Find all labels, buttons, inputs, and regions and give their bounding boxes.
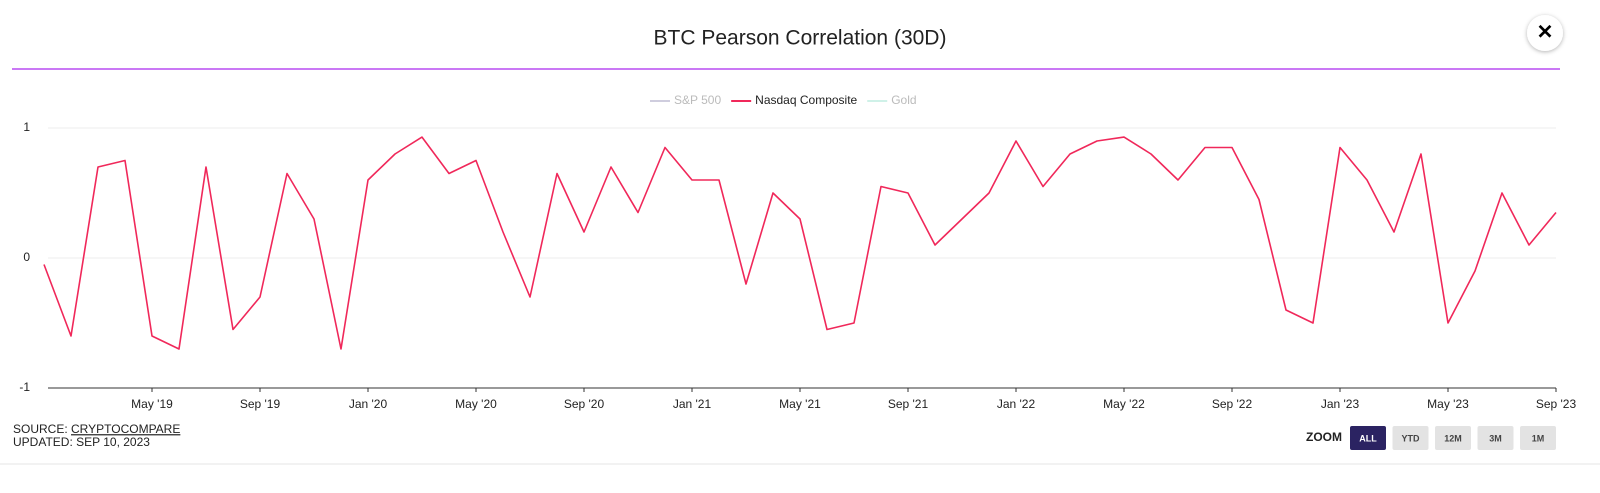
zoom-button[interactable] [1520,426,1556,450]
zoom-button[interactable] [1350,426,1386,450]
chart-title: BTC Pearson Correlation (30D) [654,27,947,50]
legend-label[interactable]: Gold [891,93,916,107]
x-tick-label: May '20 [455,397,497,411]
x-tick-label: Jan '21 [673,397,712,411]
close-button[interactable] [1527,15,1563,51]
zoom-button[interactable] [1435,426,1471,450]
legend-label[interactable]: S&P 500 [674,93,721,107]
x-tick-label: May '22 [1103,397,1145,411]
y-tick-label: 1 [23,120,30,134]
x-tick-label: May '23 [1427,397,1469,411]
x-tick-label: Jan '22 [997,397,1036,411]
y-tick-label: 0 [23,250,30,264]
x-tick-label: Jan '20 [349,397,388,411]
y-tick-label: -1 [19,380,30,394]
series-line [43,136,1557,350]
zoom-button[interactable] [1392,426,1429,450]
zoom-button-label[interactable]: YTD [1402,433,1421,443]
x-tick-label: Sep '22 [1212,397,1253,411]
x-tick-label: Sep '20 [564,397,605,411]
x-tick-label: May '21 [779,397,821,411]
x-tick-label: Sep '23 [1536,397,1577,411]
zoom-button-label[interactable]: 1M [1532,433,1545,443]
x-tick-label: May '19 [131,397,173,411]
zoom-button-label[interactable]: ALL [1359,433,1377,443]
zoom-button-label[interactable]: 3M [1489,433,1502,443]
x-tick-label: Sep '19 [240,397,281,411]
source-label: SOURCE: [13,422,68,436]
zoom-button-label[interactable]: 12M [1444,433,1462,443]
source-link[interactable]: CRYPTOCOMPARE [71,422,180,436]
x-tick-label: Jan '23 [1321,397,1360,411]
updated: UPDATED: SEP 10, 2023 [13,435,150,449]
legend-label[interactable]: Nasdaq Composite [755,93,857,107]
x-tick-label: Sep '21 [888,397,929,411]
zoom-label: ZOOM [1306,430,1342,444]
close-icon[interactable]: ✕ [1537,21,1554,43]
zoom-button[interactable] [1477,426,1514,450]
